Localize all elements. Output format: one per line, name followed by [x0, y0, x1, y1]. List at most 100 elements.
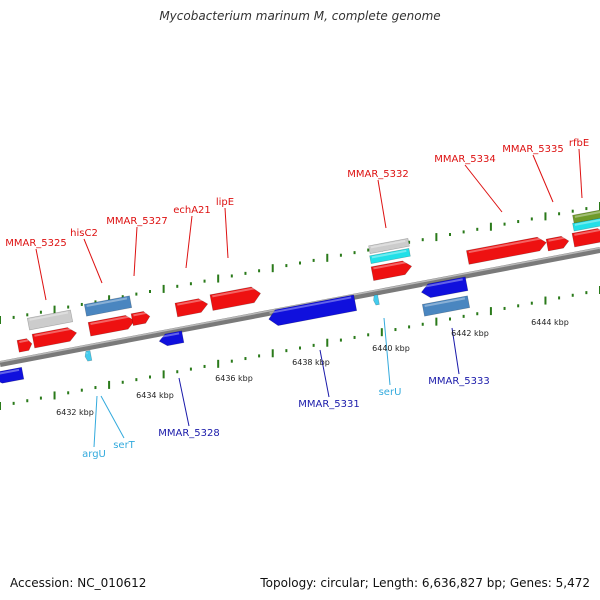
gene-mmar5325-shine	[34, 327, 73, 337]
lower-tick	[489, 307, 492, 316]
gene-reverse-left-edge[interactable]	[0, 366, 25, 384]
gene-mmar5331-shape[interactable]	[267, 294, 358, 327]
gene-rfbe-shine	[574, 228, 600, 236]
scale-label: 6440 kbp	[372, 344, 410, 353]
lower-tick	[258, 354, 261, 358]
lipe-leader	[224, 207, 229, 259]
gene-mmar5334[interactable]	[466, 236, 547, 265]
upper-tick	[203, 279, 206, 283]
gene-mmar5332-pseudo[interactable]	[368, 237, 410, 255]
gene-lipe[interactable]	[209, 285, 262, 311]
lower-tick	[462, 314, 465, 318]
scale-label: 6434 kbp	[136, 391, 174, 400]
upper-tick	[435, 233, 438, 242]
gene-mmar5332-cyan[interactable]	[369, 247, 411, 265]
lower-tick	[530, 301, 533, 305]
gene-mmar5333-box-shape[interactable]	[421, 295, 471, 317]
gene-rfbe-olive[interactable]	[572, 208, 600, 224]
gene-lipe-shape[interactable]	[209, 285, 262, 311]
rna-serU-shape[interactable]	[373, 294, 380, 306]
gene-mmar5332-cyan-shine	[371, 249, 407, 259]
upper-tick	[476, 227, 479, 231]
gene-hisc2-box-shape[interactable]	[83, 295, 133, 317]
gene-forward-small-2-shape[interactable]	[130, 310, 151, 326]
lower-tick	[53, 391, 56, 400]
lower-tick	[544, 296, 547, 305]
lower-tick	[299, 346, 301, 350]
rna-serU[interactable]	[373, 294, 380, 306]
lower-tick	[80, 388, 83, 392]
lower-tick	[135, 378, 138, 382]
gene-hisc2-box[interactable]	[83, 295, 133, 317]
gene-mmar5325[interactable]	[31, 326, 78, 349]
gene-mmar5333-box[interactable]	[421, 295, 471, 317]
lower-tick	[312, 343, 315, 347]
gene-mmar5333-box-shine	[424, 297, 466, 307]
gene-reverse-left-edge-shape[interactable]	[0, 366, 25, 384]
gene-mmar5331[interactable]	[267, 294, 358, 327]
gene-echa21-shape[interactable]	[174, 297, 209, 318]
gene-rfbe-olive-shape[interactable]	[572, 208, 600, 224]
upper-tick	[408, 240, 411, 244]
gene-mmar5335[interactable]	[545, 235, 570, 252]
topology-text: Topology: circular; Length: 6,636,827 bp…	[260, 576, 590, 590]
gene-rfbe-shape[interactable]	[571, 227, 600, 248]
mmar5331-label: MMAR_5331	[298, 399, 360, 410]
upper-tick	[162, 284, 165, 293]
rfbe-leader	[578, 148, 583, 199]
gene-mmar5332[interactable]	[370, 259, 413, 281]
upper-tick	[353, 251, 356, 255]
lower-tick	[585, 291, 588, 295]
gene-mmar5332-pseudo-shape[interactable]	[368, 237, 410, 255]
gene-hisc2-shape[interactable]	[87, 314, 136, 337]
gene-mmar5334-shape[interactable]	[466, 236, 547, 265]
rna-argU-shape[interactable]	[84, 350, 93, 362]
lower-tick	[39, 396, 42, 400]
lower-tick	[67, 391, 70, 395]
gene-hisc2[interactable]	[87, 314, 136, 337]
rna-argU[interactable]	[84, 350, 93, 362]
gene-pseudo-1-shape[interactable]	[26, 309, 74, 331]
lower-tick	[326, 338, 329, 347]
gene-forward-small-2[interactable]	[130, 310, 151, 326]
gene-forward-small-shape[interactable]	[16, 338, 33, 353]
gene-mmar5328[interactable]	[158, 330, 185, 347]
upper-tick	[53, 305, 56, 314]
scale-label: 6436 kbp	[215, 374, 253, 383]
gene-mmar5325-shape[interactable]	[31, 326, 78, 349]
gene-mmar5333-rev-shape[interactable]	[420, 276, 469, 299]
lipe-label: lipE	[216, 197, 234, 208]
scale-label: 6442 kbp	[451, 329, 489, 338]
gene-mmar5328-shine	[160, 332, 180, 338]
gene-hisc2-shine	[90, 315, 131, 325]
hisc2-label: hisC2	[70, 228, 98, 239]
gene-mmar5332-shape[interactable]	[370, 259, 413, 281]
gene-mmar5328-shape[interactable]	[158, 330, 185, 347]
gene-hisc2-box-shine	[86, 297, 128, 307]
upper-tick	[94, 300, 97, 304]
argu-leader	[93, 395, 98, 448]
lower-tick	[476, 312, 479, 316]
upper-tick	[135, 292, 138, 296]
gene-echa21-shine	[177, 298, 205, 306]
upper-tick	[585, 207, 588, 211]
lower-tick	[149, 375, 151, 379]
gene-mmar5332-pseudo-shine	[370, 239, 406, 249]
gene-echa21[interactable]	[174, 297, 209, 318]
gene-pseudo-1[interactable]	[26, 309, 74, 331]
gene-mmar5333-rev[interactable]	[420, 276, 469, 299]
mmar5332-leader	[377, 179, 387, 229]
lower-tick	[94, 386, 97, 390]
gene-rfbe[interactable]	[571, 227, 600, 248]
mmar5328-leader	[178, 377, 190, 427]
upper-tick	[367, 248, 370, 252]
upper-tick	[449, 233, 451, 236]
accession-text: Accession: NC_010612	[10, 576, 147, 590]
gene-mmar5332-cyan-shape[interactable]	[369, 247, 411, 265]
gene-mmar5335-shape[interactable]	[545, 235, 570, 252]
gene-mmar5331-shine	[269, 296, 352, 314]
gene-forward-small[interactable]	[16, 338, 33, 353]
gene-reverse-left-edge-shine	[0, 368, 20, 376]
lower-tick	[0, 402, 1, 410]
